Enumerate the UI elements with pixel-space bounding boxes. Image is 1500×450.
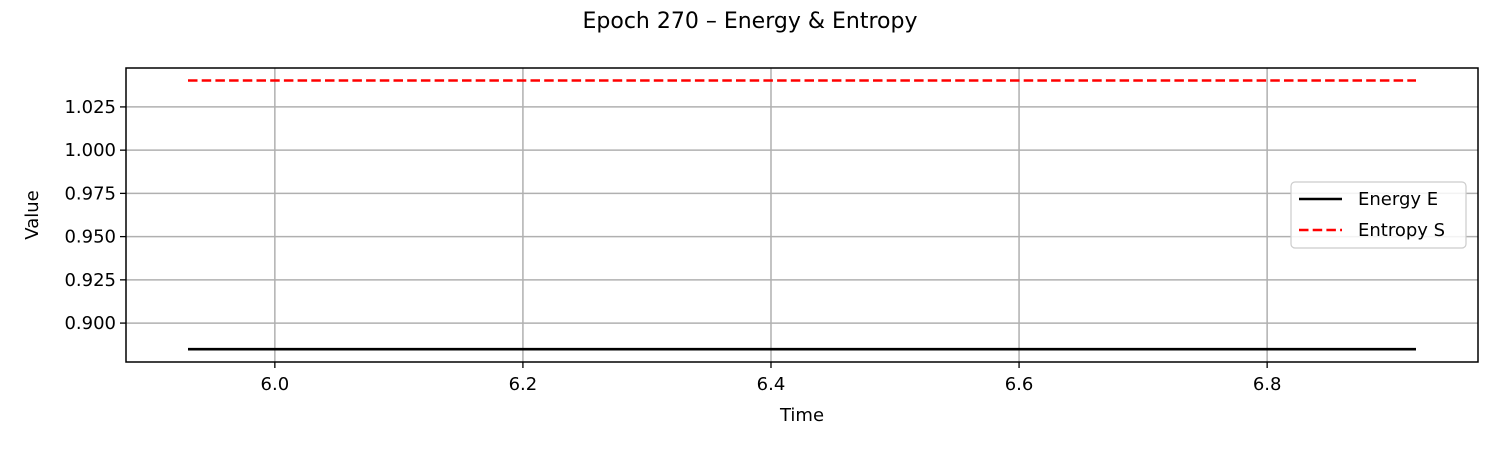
y-tick-label: 1.025 (64, 97, 116, 118)
legend-label: Entropy S (1358, 220, 1445, 241)
chart-title: Epoch 270 – Energy & Entropy (583, 9, 918, 34)
y-tick-label: 0.900 (64, 313, 116, 334)
y-tick-label: 0.925 (64, 270, 116, 291)
x-tick-label: 6.6 (1005, 374, 1034, 395)
y-tick-label: 0.975 (64, 183, 116, 204)
y-axis-label: Value (22, 190, 43, 239)
axis-ticks: 6.0 6.2 6.4 6.6 6.8 0.900 0.925 0.950 0.975 1.000… (64, 97, 1281, 395)
legend-label: Energy E (1358, 189, 1438, 210)
x-tick-label: 6.2 (509, 374, 538, 395)
x-axis-label: Time (779, 405, 824, 426)
x-tick-label: 6.8 (1253, 374, 1282, 395)
series-layer (188, 79, 1416, 351)
grid (126, 68, 1478, 362)
y-tick-label: 1.000 (64, 140, 116, 161)
x-tick-label: 6.0 (261, 374, 290, 395)
legend: Energy E Entropy S (1290, 181, 1467, 249)
y-tick-label: 0.950 (64, 227, 116, 248)
x-tick-label: 6.4 (757, 374, 786, 395)
plot-frame (125, 67, 1479, 363)
